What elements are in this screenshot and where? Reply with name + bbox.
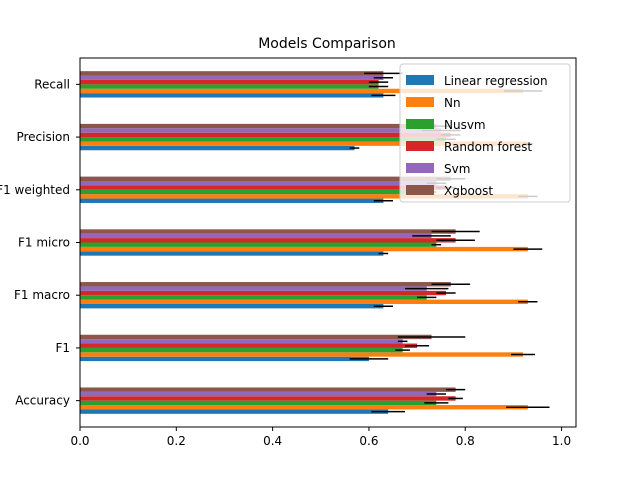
- legend-label: Linear regression: [444, 74, 548, 88]
- bar: [80, 132, 451, 138]
- bar: [80, 238, 456, 243]
- bar: [80, 79, 379, 85]
- legend-swatch: [406, 141, 434, 151]
- bar: [80, 181, 437, 186]
- legend: Linear regression Nn Nusvm Random forest Svm…: [399, 63, 571, 203]
- bar: [80, 71, 384, 76]
- bar: [80, 356, 369, 362]
- bar: [80, 286, 427, 291]
- legend-swatch: [406, 185, 434, 195]
- bar: [80, 93, 384, 98]
- legend-swatch: [406, 75, 434, 85]
- bar: [80, 339, 403, 344]
- x-tick-label: 0.4: [263, 434, 282, 448]
- bar: [80, 387, 456, 392]
- legend-label: Nusvm: [444, 118, 486, 132]
- axes-layer: 0.0 0.2 0.4 0.6 0.8 1.0 Accuracy F1 F1 macro F1 m…: [0, 57, 577, 448]
- legend-label: Svm: [444, 162, 470, 176]
- y-tick-label: F1: [55, 341, 70, 355]
- bar: [80, 405, 528, 410]
- chart-title: Models Comparison: [258, 36, 396, 52]
- legend-swatch: [406, 119, 434, 129]
- bar: [80, 290, 446, 296]
- bar: [80, 334, 432, 340]
- legend-label: Random forest: [444, 140, 532, 154]
- bar: [80, 282, 451, 287]
- y-tick-label: Accuracy: [15, 394, 70, 408]
- bar: [80, 400, 437, 406]
- legend-box: [399, 63, 571, 203]
- bar: [80, 233, 432, 239]
- legend-label: Nn: [444, 96, 461, 110]
- bar: [80, 295, 427, 300]
- bar: [80, 229, 456, 234]
- x-tick-label: 0.2: [167, 434, 186, 448]
- bar: [80, 194, 528, 199]
- x-tick-label: 0.8: [456, 434, 475, 448]
- y-tick-label: F1 micro: [18, 236, 70, 250]
- bar: [80, 246, 528, 252]
- bar: [80, 391, 437, 397]
- bar: [80, 176, 451, 181]
- legend-label: Xgboost: [444, 184, 493, 198]
- bar: [80, 304, 384, 309]
- bar: [80, 242, 437, 247]
- bar: [80, 352, 524, 357]
- bar: [80, 347, 403, 353]
- bar: [80, 299, 528, 304]
- bar: [80, 84, 379, 89]
- y-tick-label: Recall: [34, 77, 70, 91]
- y-tick-label: Precision: [16, 130, 70, 144]
- bar: [80, 128, 442, 133]
- bar: [80, 251, 384, 256]
- x-tick-label: 0.0: [70, 434, 89, 448]
- bar: [80, 343, 418, 348]
- x-tick-label: 1.0: [552, 434, 571, 448]
- y-tick-label: F1 weighted: [0, 183, 70, 197]
- bar: [80, 198, 384, 203]
- bar: [80, 75, 384, 80]
- bar: [80, 189, 432, 195]
- legend-swatch: [406, 163, 434, 173]
- bar: [80, 141, 528, 146]
- bar: [80, 409, 389, 414]
- bar: [80, 145, 355, 151]
- bar: [80, 185, 446, 190]
- bar: [80, 88, 524, 94]
- bar: [80, 137, 446, 142]
- bar: [80, 123, 437, 129]
- y-tick-label: F1 macro: [14, 288, 70, 302]
- bar: [80, 396, 456, 401]
- legend-swatch: [406, 97, 434, 107]
- bars-layer: [80, 71, 528, 414]
- x-tick-label: 0.6: [359, 434, 378, 448]
